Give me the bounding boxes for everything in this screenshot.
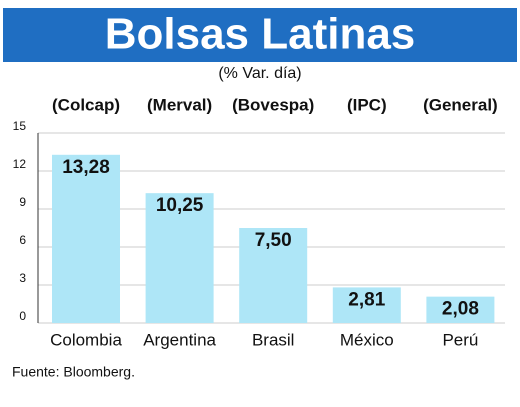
- x-tick-label: Argentina: [143, 330, 216, 349]
- bar: [426, 296, 495, 323]
- value-label: 2,81: [348, 289, 385, 310]
- x-tick-label: México: [340, 330, 394, 349]
- x-tick-label: Perú: [442, 330, 478, 349]
- y-tick-label: 9: [19, 195, 26, 209]
- index-label: (Colcap): [52, 95, 120, 114]
- index-label: (IPC): [347, 95, 387, 114]
- index-label: (General): [423, 95, 498, 114]
- y-tick-label: 6: [19, 233, 26, 247]
- y-tick-label: 3: [19, 271, 26, 285]
- bar: [145, 193, 214, 323]
- value-label: 2,08: [442, 299, 479, 320]
- y-tick-label: 12: [13, 157, 27, 171]
- chart-title: Bolsas Latinas: [105, 10, 416, 59]
- x-tick-label: Brasil: [252, 330, 295, 349]
- index-label: (Bovespa): [232, 95, 314, 114]
- y-tick-label: 15: [13, 119, 27, 133]
- chart-subtitle: (% Var. día): [218, 65, 301, 82]
- bar: [52, 154, 120, 323]
- value-label: 10,25: [156, 195, 204, 216]
- y-tick-label: 0: [19, 309, 26, 323]
- x-tick-label: Colombia: [50, 330, 122, 349]
- bar: [332, 287, 401, 323]
- value-label: 7,50: [255, 230, 292, 251]
- index-label: (Merval): [147, 95, 212, 114]
- bar: [239, 228, 308, 323]
- title-bar: [3, 8, 517, 62]
- value-label: 13,28: [62, 157, 110, 178]
- source-note: Fuente: Bloomberg.: [12, 364, 135, 380]
